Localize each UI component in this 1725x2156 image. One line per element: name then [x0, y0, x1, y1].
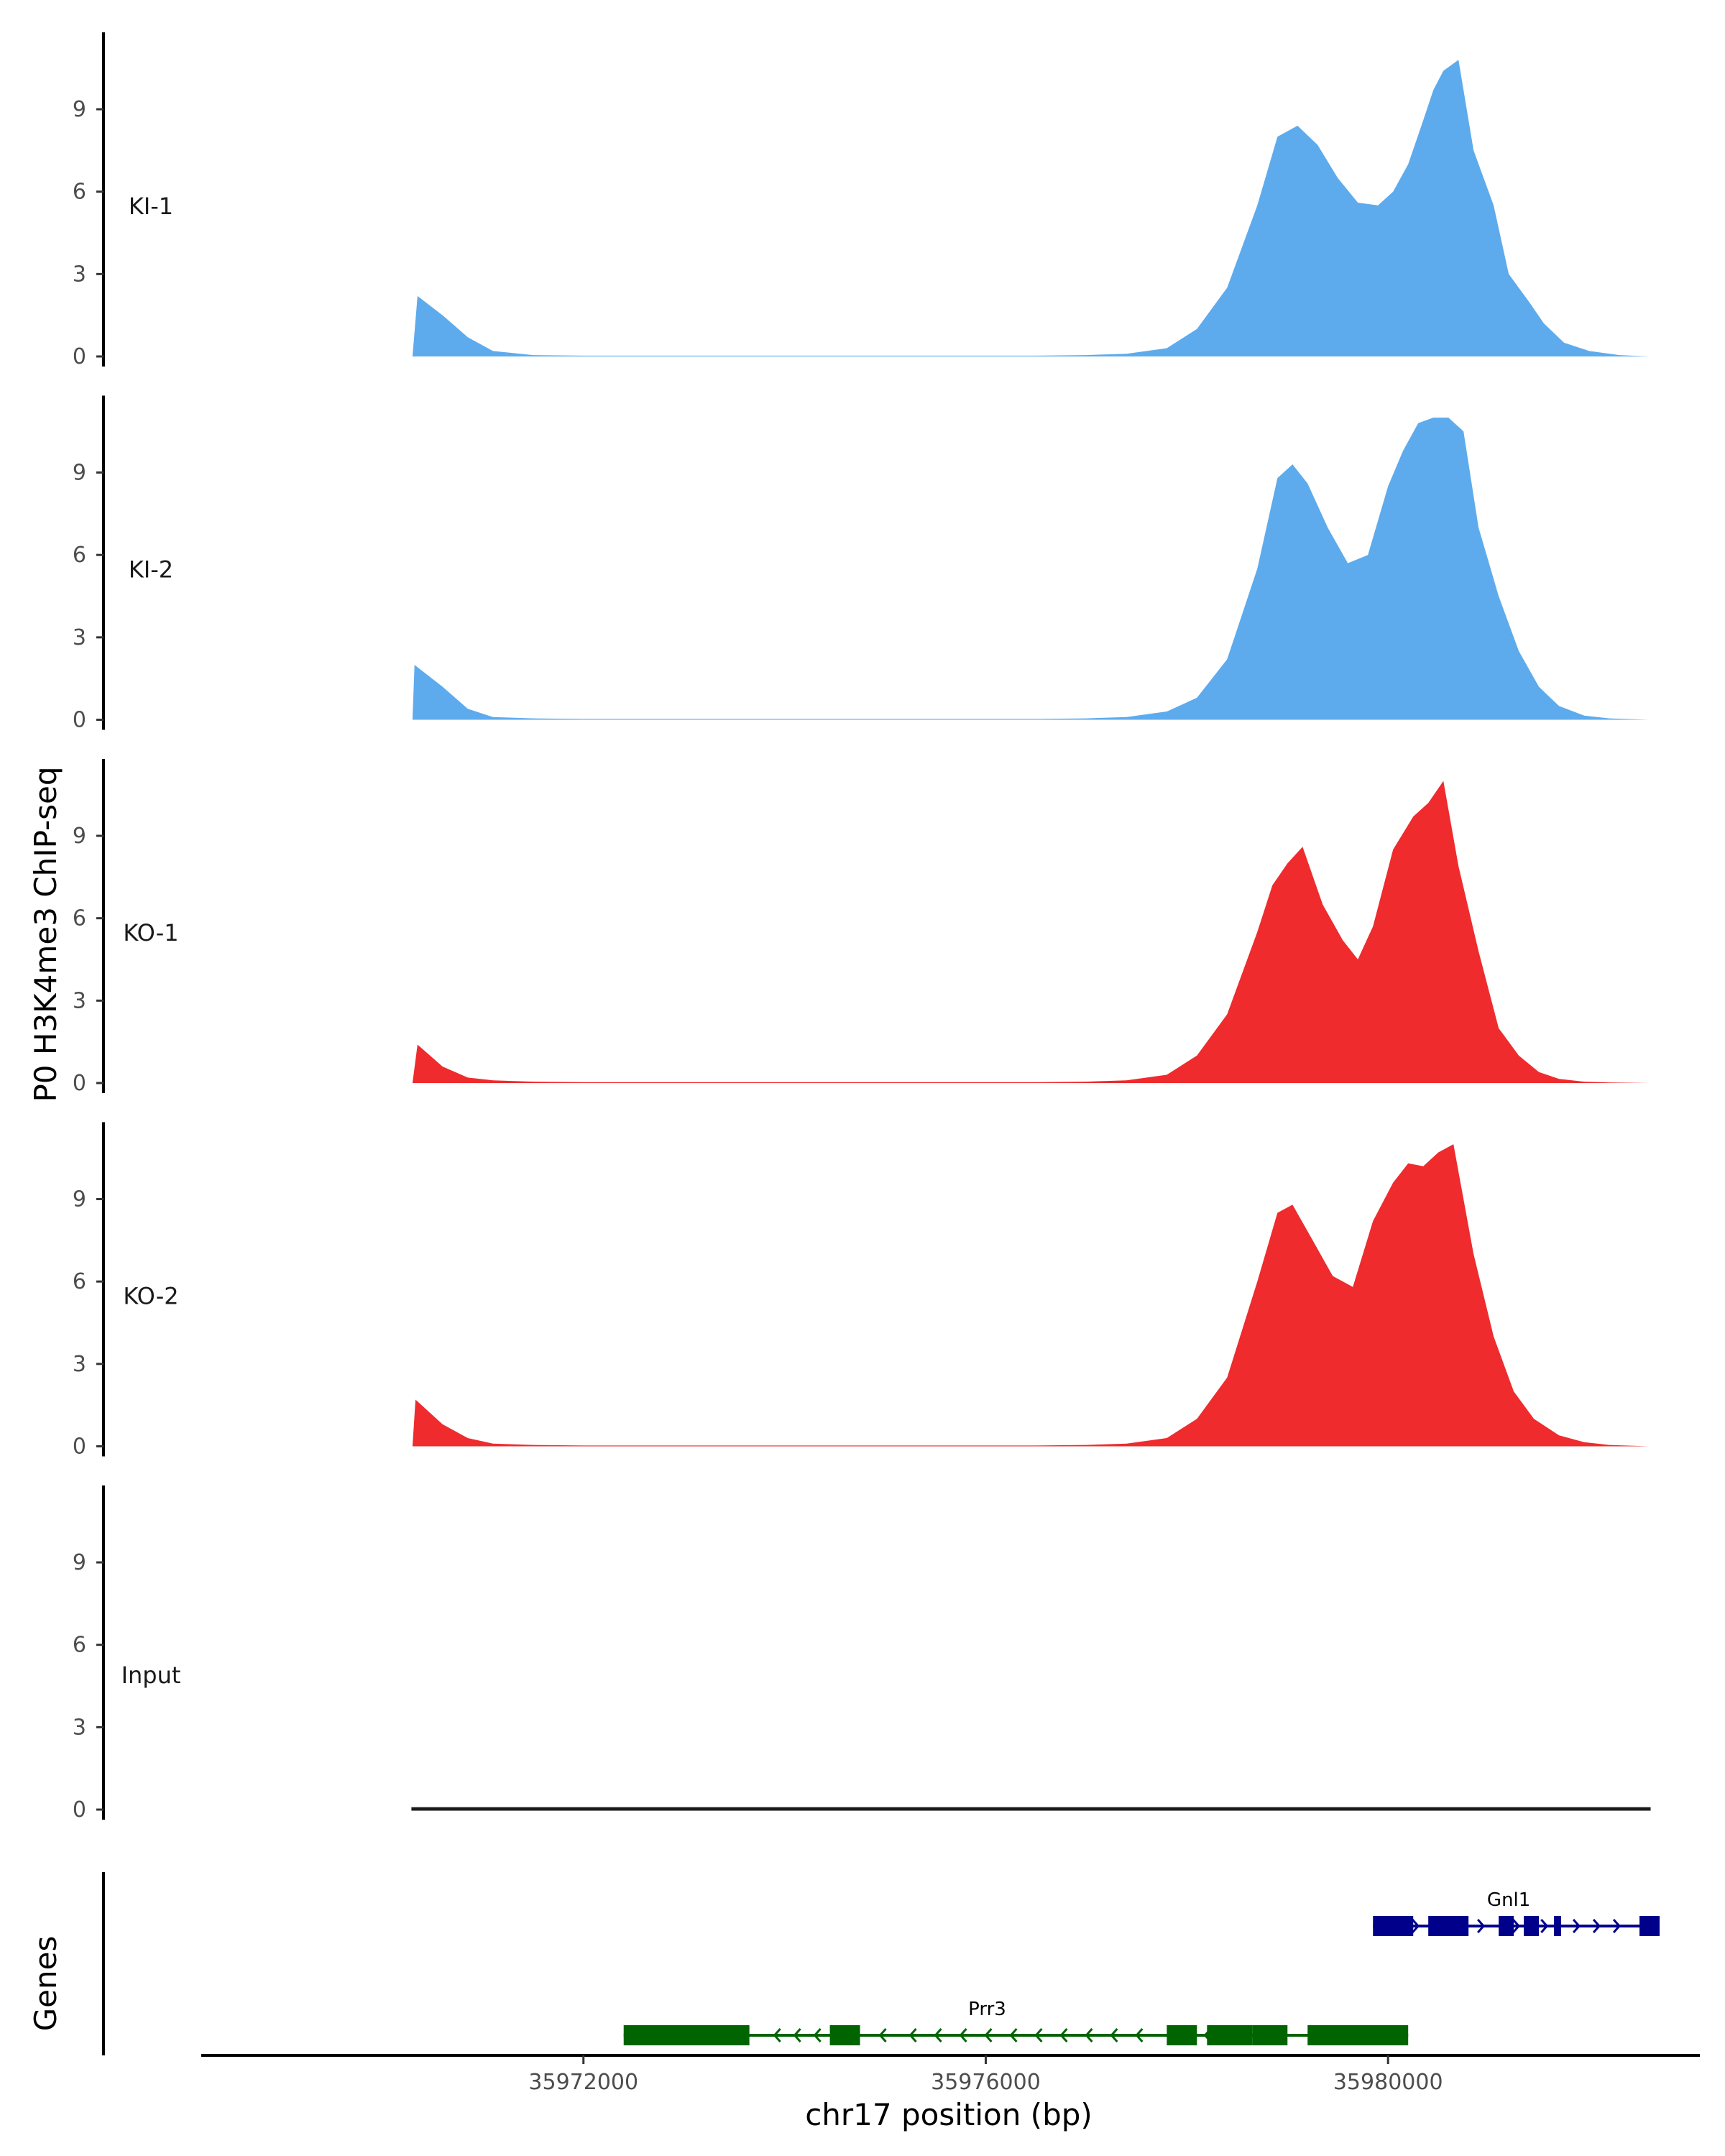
signal-area	[412, 60, 1650, 356]
strand-arrow	[1477, 1919, 1486, 1933]
x-tick-label: 35976000	[931, 2070, 1041, 2095]
strand-arrow	[1612, 1919, 1622, 1933]
gene-label: Prr3	[968, 1999, 1006, 2020]
strand-arrow	[908, 2028, 917, 2042]
y-tick-label: 0	[73, 344, 86, 369]
signal-area	[412, 780, 1650, 1083]
y-tick-label: 3	[73, 1715, 86, 1740]
gene-exon	[1167, 2025, 1197, 2045]
gene-track: Gnl1 Prr3	[102, 1872, 1660, 2055]
y-axis-title: P0 H3K4me3 ChIP-seq	[28, 766, 63, 1102]
signal-area	[412, 418, 1650, 720]
y-tick-label: 3	[73, 262, 86, 287]
strand-arrow	[813, 2028, 822, 2042]
y-tick-label: 6	[73, 1269, 86, 1294]
gene-exon	[1499, 1916, 1514, 1936]
y-tick-label: 6	[73, 1633, 86, 1658]
strand-arrow	[1592, 1919, 1601, 1933]
y-tick-label: 9	[73, 1187, 86, 1212]
signal-area	[411, 1807, 1651, 1811]
gene-exon	[1307, 2025, 1409, 2045]
y-tick-label: 9	[73, 97, 86, 122]
track-ko-2: 0 3 6 9 KO-2	[73, 1122, 1650, 1460]
gene-exon	[1207, 2025, 1253, 2045]
strand-arrow	[1085, 2028, 1093, 2042]
strand-arrow	[793, 2028, 801, 2042]
y-tick-label: 6	[73, 543, 86, 568]
gene-exon	[1524, 1916, 1540, 1936]
strand-arrow	[1059, 2028, 1068, 2042]
gene-exon	[1252, 2025, 1288, 2045]
gene-exon	[1554, 1916, 1561, 1936]
track-input: 0 3 6 9 Input	[73, 1485, 1651, 1823]
track-ko-1: 0 3 6 9 KO-1	[73, 759, 1650, 1096]
track-label: Input	[121, 1662, 181, 1689]
gene-exon	[1639, 1916, 1660, 1936]
signal-tracks: 0 3 6 9 KI-1 0 3 6 9 KI-2 0 3 6 9 KO-1 0 3 6 9 KO-2 0 3 6 9 Inpu…	[73, 32, 1651, 1823]
signal-area	[412, 1144, 1650, 1447]
gene-exon	[623, 2025, 750, 2045]
gene-gnl1: Gnl1	[1373, 1889, 1660, 1936]
strand-arrow	[984, 2028, 993, 2042]
gene-exon	[1373, 1916, 1414, 1936]
track-ki-2: 0 3 6 9 KI-2	[73, 395, 1650, 733]
gene-exon	[829, 2025, 860, 2045]
y-tick-label: 3	[73, 625, 86, 650]
gene-label: Gnl1	[1487, 1889, 1530, 1911]
y-tick-label: 3	[73, 1352, 86, 1377]
strand-arrow	[773, 2028, 781, 2042]
strand-arrow	[934, 2028, 942, 2042]
track-label: KI-1	[129, 193, 173, 220]
x-axis-title: chr17 position (bp)	[805, 2097, 1092, 2132]
y-tick-label: 9	[73, 1550, 86, 1575]
y-tick-label: 6	[73, 180, 86, 205]
y-tick-label: 0	[73, 708, 86, 733]
track-label: KI-2	[129, 556, 173, 584]
gene-prr3: Prr3	[623, 1999, 1409, 2045]
strand-arrow	[1034, 2028, 1043, 2042]
strand-arrow	[1110, 2028, 1118, 2042]
y-tick-label: 3	[73, 988, 86, 1013]
x-tick-label: 35972000	[528, 2070, 638, 2095]
strand-arrow	[1135, 2028, 1144, 2042]
strand-arrow	[1009, 2028, 1018, 2042]
y-tick-label: 0	[73, 1071, 86, 1096]
strand-arrow	[1412, 1919, 1420, 1933]
y-tick-label: 9	[73, 824, 86, 849]
track-label: KO-1	[123, 919, 178, 946]
track-label: KO-2	[123, 1283, 178, 1310]
strand-arrow	[959, 2028, 967, 2042]
y-tick-label: 9	[73, 461, 86, 486]
strand-arrow	[1572, 1919, 1581, 1933]
y-tick-label: 0	[73, 1434, 86, 1460]
strand-arrow	[1512, 1919, 1521, 1933]
genes-axis-title: Genes	[28, 1936, 63, 2032]
track-ki-1: 0 3 6 9 KI-1	[73, 32, 1650, 369]
gene-exon	[1428, 1916, 1469, 1936]
y-tick-label: 6	[73, 906, 86, 931]
x-axis: 35972000 35976000 35980000	[201, 2054, 1700, 2095]
y-tick-label: 0	[73, 1797, 86, 1823]
strand-arrow	[1540, 1919, 1549, 1933]
strand-arrow	[878, 2028, 887, 2042]
x-tick-label: 35980000	[1333, 2070, 1443, 2095]
